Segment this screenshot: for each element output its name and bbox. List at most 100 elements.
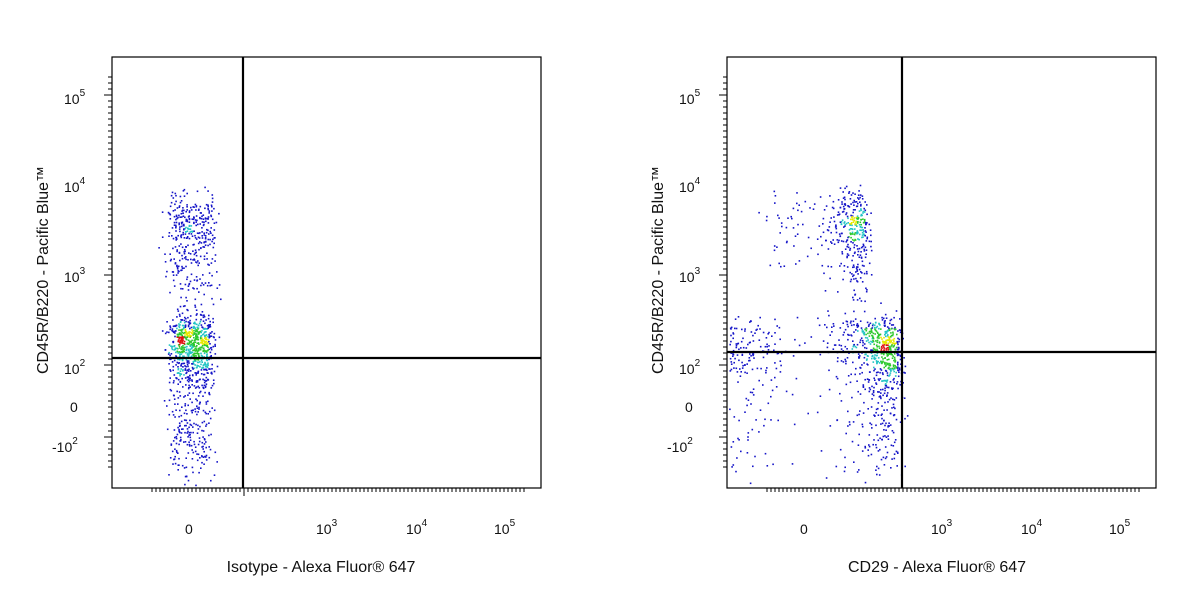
data-point [207, 413, 209, 415]
data-point [180, 353, 183, 355]
data-point [182, 386, 184, 388]
data-point [202, 395, 204, 397]
data-point [880, 328, 882, 330]
data-point [732, 332, 734, 334]
data-point [172, 210, 175, 212]
data-point [194, 410, 197, 413]
data-point [203, 232, 205, 234]
data-point [830, 231, 832, 234]
data-point [752, 388, 755, 390]
data-point [894, 360, 897, 362]
data-point [852, 421, 855, 423]
data-point [209, 351, 212, 354]
data-point [209, 343, 211, 345]
data-point [196, 459, 199, 462]
data-point [189, 370, 192, 372]
data-point [792, 227, 795, 229]
data-point [182, 336, 185, 339]
data-point [188, 377, 191, 380]
data-point [840, 344, 843, 347]
data-point [183, 412, 186, 415]
data-point [177, 372, 180, 374]
data-point [822, 340, 825, 342]
data-point [188, 232, 190, 235]
data-point [184, 403, 187, 405]
data-point [792, 355, 795, 357]
data-point [167, 353, 170, 355]
data-point [183, 209, 185, 212]
data-point [187, 227, 189, 230]
data-point [875, 340, 877, 342]
data-point [176, 451, 178, 454]
data-point [195, 276, 198, 278]
data-point [889, 319, 892, 322]
data-point [204, 363, 206, 365]
data-point [218, 336, 221, 339]
data-point [894, 348, 896, 351]
data-point [183, 467, 186, 469]
data-point [181, 337, 183, 339]
data-point [204, 385, 207, 387]
data-point [875, 330, 878, 332]
data-point [866, 213, 868, 216]
data-point [888, 327, 890, 330]
data-point [210, 355, 212, 357]
data-point [860, 218, 862, 221]
data-point [883, 419, 885, 422]
data-point [849, 198, 852, 200]
data-point [182, 342, 184, 344]
data-point [736, 343, 739, 345]
data-point [195, 209, 197, 211]
data-point [161, 330, 164, 332]
data-point [178, 362, 180, 364]
data-point [899, 354, 902, 357]
data-point [203, 339, 205, 342]
data-point [190, 206, 192, 209]
data-point [190, 225, 193, 227]
data-point [873, 357, 875, 360]
data-point [198, 237, 201, 239]
data-point [864, 221, 867, 224]
data-point [732, 349, 735, 352]
data-point [861, 214, 863, 217]
data-point [209, 368, 211, 370]
data-point [756, 367, 759, 370]
data-point [880, 397, 882, 400]
data-point [187, 436, 189, 438]
data-point [848, 421, 851, 423]
data-point [180, 212, 183, 215]
data-point [883, 379, 885, 382]
data-point [844, 204, 847, 206]
data-point [169, 326, 172, 329]
data-point [864, 234, 866, 237]
data-point [833, 216, 835, 218]
data-point [895, 366, 897, 368]
data-point [176, 268, 179, 270]
data-point [856, 380, 858, 382]
data-point [751, 428, 754, 431]
data-point [864, 256, 867, 259]
data-point [858, 210, 861, 212]
data-point [850, 222, 853, 224]
data-point [843, 331, 845, 334]
data-point [876, 361, 878, 363]
data-point [862, 230, 865, 233]
data-point [827, 310, 829, 312]
data-point [886, 326, 889, 328]
data-point [868, 262, 871, 265]
data-point [854, 193, 856, 195]
data-point [169, 369, 171, 371]
data-point [866, 289, 868, 291]
data-point [887, 435, 889, 437]
data-point [196, 261, 198, 264]
x-tick-label: 0 [800, 521, 808, 537]
data-point [195, 386, 198, 388]
data-point [171, 348, 174, 351]
data-point [179, 341, 182, 344]
data-point [208, 336, 210, 339]
data-point [203, 221, 205, 223]
data-point [895, 371, 897, 374]
data-point [833, 344, 836, 346]
data-point [879, 395, 881, 397]
data-point [767, 349, 770, 351]
